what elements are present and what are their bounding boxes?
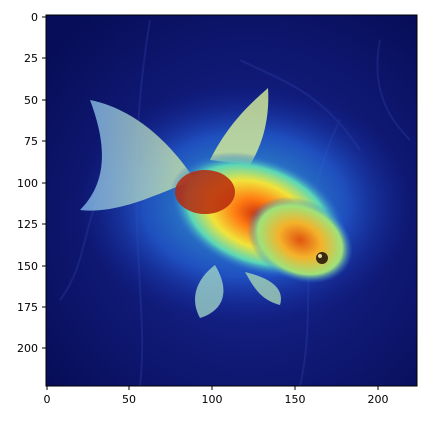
heatmap-image <box>46 15 417 386</box>
x-axis: 0 50 100 150 200 <box>44 386 389 406</box>
y-tick-label: 200 <box>17 342 38 355</box>
x-tick-label: 200 <box>368 393 389 406</box>
y-tick-label: 25 <box>24 52 38 65</box>
y-tick-label: 0 <box>31 11 38 24</box>
y-tick-label: 100 <box>17 177 38 190</box>
y-axis: 0 25 50 75 100 125 150 175 200 <box>17 11 46 355</box>
y-tick-label: 125 <box>17 218 38 231</box>
y-tick-label: 175 <box>17 301 38 314</box>
y-tick-label: 75 <box>24 135 38 148</box>
plot-frame <box>45 14 418 387</box>
y-tick-label: 150 <box>17 260 38 273</box>
x-tick-label: 100 <box>202 393 223 406</box>
y-tick-label: 50 <box>24 94 38 107</box>
x-tick-label: 50 <box>122 393 136 406</box>
x-tick-label: 150 <box>285 393 306 406</box>
x-tick-label: 0 <box>44 393 51 406</box>
